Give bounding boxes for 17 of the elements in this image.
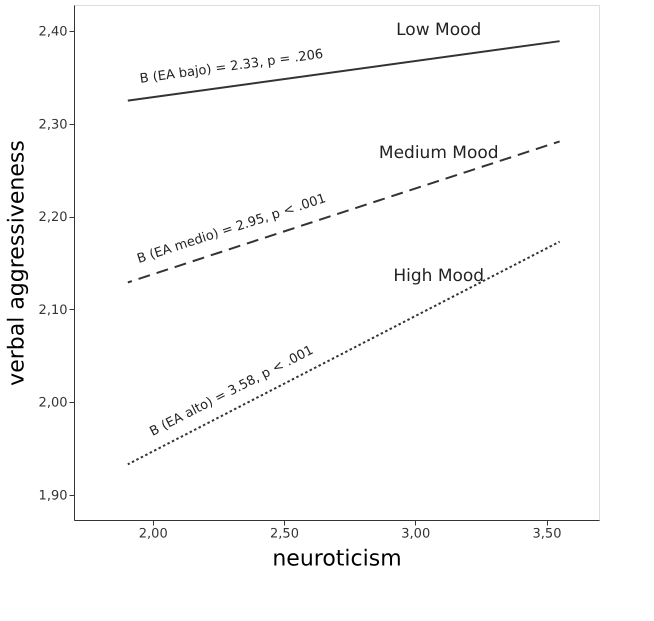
y-tick-label: 2,10 (38, 302, 68, 318)
series-label: High Mood (393, 266, 484, 286)
series-label: Low Mood (396, 20, 482, 40)
y-tick-label: 2,00 (38, 396, 68, 411)
y-tick-label: 2,20 (38, 210, 68, 226)
x-tick-label: 2,00 (138, 526, 168, 542)
annotation: B (EA bajo) = 2.33, p = .206 (138, 46, 324, 87)
y-tick-label: 2,30 (38, 117, 68, 132)
x-tick-label: 2,50 (270, 526, 299, 542)
annotation: B (EA alto) = 3.58, p < .001 (147, 342, 316, 440)
x-tick-label: 3,00 (401, 526, 430, 542)
y-axis-title: verbal aggressiveness (4, 140, 30, 386)
x-tick-label: 3,50 (532, 526, 562, 542)
x-axis-title: neuroticism (272, 546, 402, 572)
y-tick-label: 1,90 (38, 488, 68, 504)
y-tick-label: 2,40 (38, 24, 68, 40)
series-label: Medium Mood (378, 142, 499, 163)
